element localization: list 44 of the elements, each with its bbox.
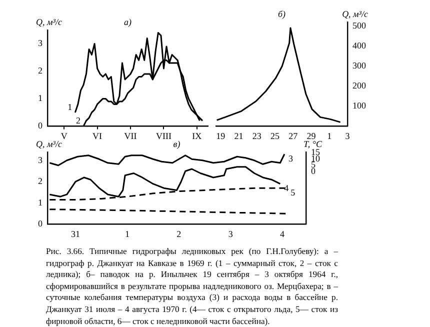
chart-title: в) <box>173 138 180 149</box>
y2-tick-label: 500 <box>352 20 366 30</box>
x-tick-label: 1 <box>124 228 130 239</box>
y2-tick-label: 200 <box>352 80 366 90</box>
y-axis-title: Q, м³/с <box>36 138 62 149</box>
x-tick-label: 3 <box>228 228 234 239</box>
x-tick-label: 31 <box>71 228 80 239</box>
y2-axis-title: Q, м³/с <box>342 8 368 19</box>
y-tick-label: 3 <box>38 154 43 165</box>
y-tick-label: 2 <box>38 176 42 186</box>
y2-tick-label: 100 <box>352 100 366 111</box>
y-axis-title: Q, м³/с <box>36 16 62 27</box>
x-tick-label: V <box>60 130 68 141</box>
y2-tick-label: 400 <box>352 40 366 50</box>
series-label: 4 <box>284 183 290 194</box>
y-tick-label: 1 <box>38 197 42 208</box>
x-tick-label: 29 <box>306 130 316 141</box>
x-tick-label: 19 <box>216 130 226 141</box>
x-tick-label: 4 <box>280 228 286 239</box>
text: Рис. 3.66. Типичные гидрографы ледниковых рек (по Г.Н.Голубеву): а – гидрограф р. Джанкуат на Кавказе в 1969 г. (1 – суммарный сток, 2 – сток с ледника); б– паводок на р. Иныльчек 19 сентября – 3 октября 1964 г., сформировавшийся в результате прорыва надледникового оз. Мерцбахера; в – суточные колебания температуры воздуха (3) и расхода воды в бассейне р. Джанкуат 31 июля – 4 августа 1970 г. (4— сток с открытого льда, 5— сток из фирновой области, 6— сток с неледниковой части бассейна). <box>46 246 338 327</box>
x-tick-label: 3 <box>345 130 350 141</box>
x-tick-label: VIII <box>156 130 172 141</box>
y-tick-label: 0 <box>38 218 43 229</box>
x-tick-label: 2 <box>176 228 182 239</box>
chart-title: б) <box>278 8 286 19</box>
x-tick-label: 23 <box>252 130 262 141</box>
x-tick-label: VI <box>92 130 102 141</box>
y-tick-label: 2 <box>38 66 42 76</box>
y2-axis-title: T, °C <box>304 138 323 149</box>
series-label: 3 <box>288 153 294 164</box>
x-tick-label: IX <box>192 130 202 141</box>
x-tick-label: 21 <box>234 130 244 141</box>
series-label: 2 <box>76 116 80 126</box>
y-tick-label: 0 <box>38 120 43 131</box>
x-tick-label: 27 <box>288 130 298 141</box>
y-tick-label: 3 <box>38 38 43 48</box>
y-tick-label: 1 <box>38 93 42 104</box>
x-tick-label: VII <box>124 130 137 141</box>
x-tick-label: 1 <box>327 130 332 141</box>
y2-tick-label: 300 <box>352 60 366 70</box>
series-label: 1 <box>68 102 72 112</box>
chart-title: а) <box>124 16 132 27</box>
x-tick-label: 25 <box>270 130 280 141</box>
series-label: 5 <box>290 187 296 198</box>
